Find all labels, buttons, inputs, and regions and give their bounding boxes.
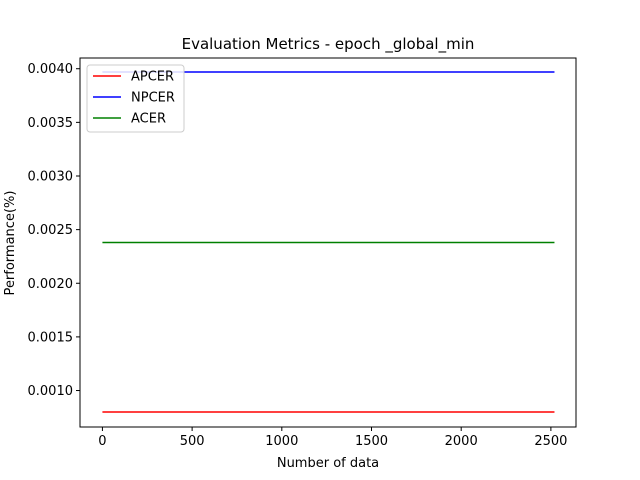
y-tick-label: 0.0040	[28, 62, 74, 77]
legend-box	[86, 64, 185, 133]
y-tick-label: 0.0030	[28, 169, 74, 184]
x-tick-label: 2000	[445, 434, 478, 449]
x-tick-label: 0	[98, 434, 106, 449]
legend-label-npcer: NPCER	[131, 91, 175, 106]
x-tick-label: 2500	[534, 434, 567, 449]
legend-label-acer: ACER	[131, 112, 166, 127]
y-tick-label: 0.0020	[28, 277, 74, 292]
y-tick-label: 0.0010	[28, 384, 74, 399]
x-tick-label: 1000	[265, 434, 298, 449]
x-axis-title: Number of data	[277, 456, 379, 471]
y-axis: 0.0010 0.0015 0.0020 0.0025 0.0030 0.0035 0.00…	[28, 62, 80, 399]
x-tick-label: 500	[180, 434, 205, 449]
plot-frame	[79, 57, 577, 428]
x-axis: 0 500 1000 1500 2000 2500	[98, 427, 567, 449]
chart-title: Evaluation Metrics - epoch _global_min	[182, 35, 475, 54]
y-tick-label: 0.0015	[28, 330, 74, 345]
legend-label-apcer: APCER	[131, 70, 174, 85]
x-tick-label: 1500	[355, 434, 388, 449]
y-tick-label: 0.0025	[28, 223, 74, 238]
y-tick-label: 0.0035	[28, 116, 74, 131]
legend: APCER NPCER ACER	[86, 64, 185, 133]
y-axis-title: Performance(%)	[3, 191, 18, 296]
